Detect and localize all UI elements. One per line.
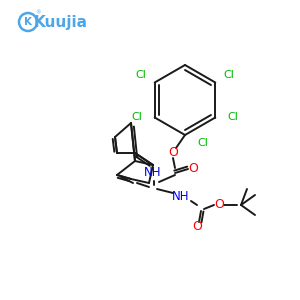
Text: O: O [188, 163, 198, 176]
Text: O: O [192, 220, 202, 233]
Text: NH: NH [172, 190, 190, 203]
Text: O: O [168, 146, 178, 160]
Text: Cl: Cl [131, 112, 142, 122]
Text: Cl: Cl [198, 138, 208, 148]
Text: Cl: Cl [228, 112, 239, 122]
Text: K: K [24, 17, 32, 27]
Text: Cl: Cl [224, 70, 235, 80]
Text: Cl: Cl [135, 70, 146, 80]
Text: Kuujia: Kuujia [34, 14, 88, 29]
Text: O: O [214, 199, 224, 212]
Text: ®: ® [35, 11, 41, 16]
Text: NH: NH [144, 167, 162, 179]
